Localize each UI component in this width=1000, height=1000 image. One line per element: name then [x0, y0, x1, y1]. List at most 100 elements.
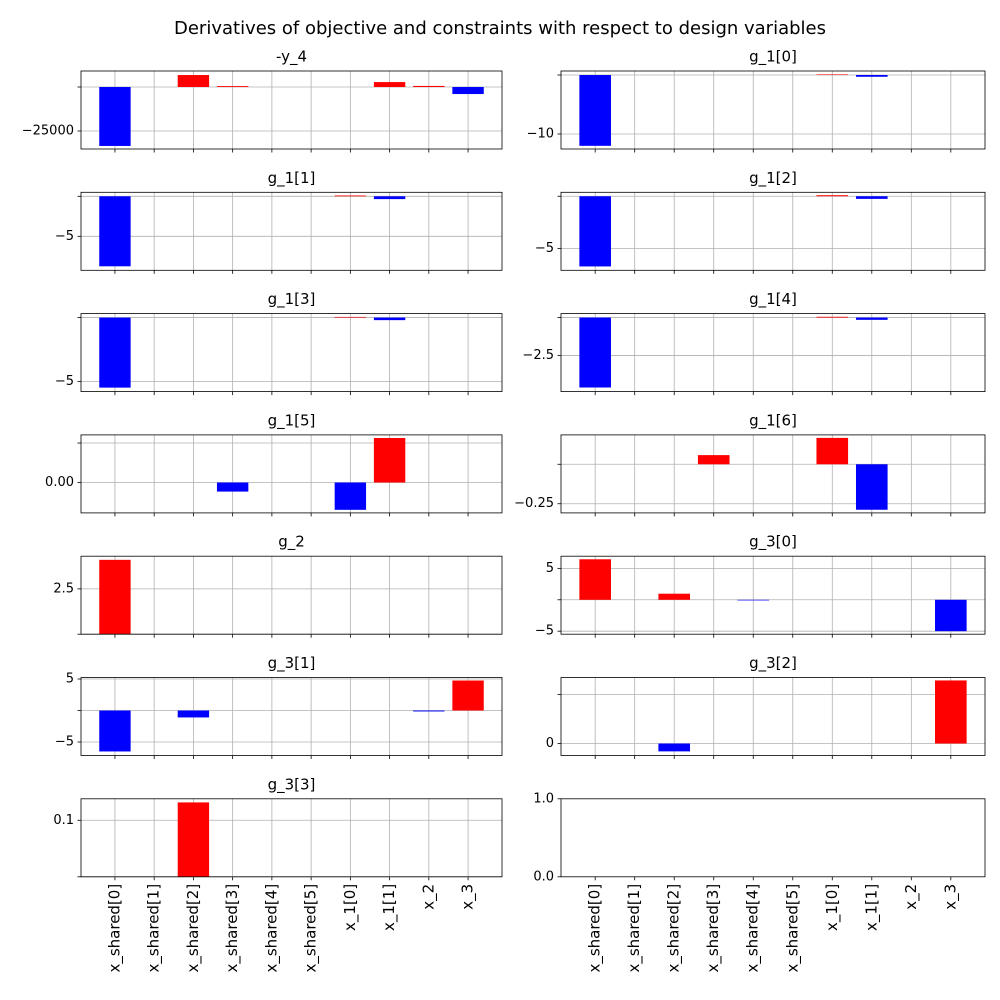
bar	[579, 196, 611, 267]
bar	[855, 196, 888, 199]
subplot-title: g_1[3]	[268, 290, 316, 309]
y-tick-label: 0.00	[45, 475, 74, 490]
bar	[413, 710, 445, 712]
y-tick-label: −10	[527, 127, 554, 142]
x-tick-label: x_shared[5]	[783, 884, 802, 973]
y-tick-label: 1.0	[533, 791, 554, 806]
axes-frame	[560, 434, 986, 514]
subplot: g_2 2.5	[53, 533, 503, 638]
figure-title: Derivatives of objective and constraints…	[174, 18, 826, 39]
bar	[177, 710, 210, 718]
bar	[177, 75, 210, 87]
bar	[658, 743, 691, 752]
bar	[816, 316, 849, 318]
bar	[99, 196, 131, 267]
x-tick-label: x_2	[902, 884, 921, 910]
bar	[334, 482, 367, 510]
y-tick-label: 0	[546, 736, 554, 751]
subplot: g_1[0] −10	[527, 48, 986, 153]
subplot-title: g_1[2]	[749, 169, 797, 188]
x-tick-label: x_1[0]	[823, 884, 842, 931]
bar	[855, 317, 888, 320]
bar	[216, 86, 249, 87]
x-tick-label: x_shared[3]	[223, 884, 242, 973]
x-tick-label: x_shared[3]	[704, 884, 723, 973]
x-tick-label: x_1[0]	[341, 884, 360, 931]
axes-frame	[80, 70, 503, 150]
bar	[452, 680, 484, 711]
x-tick-label: x_shared[1]	[145, 884, 164, 973]
y-tick-label: −2.5	[522, 348, 554, 363]
x-tick-label: x_2	[419, 884, 438, 910]
axes-frame	[80, 555, 503, 635]
bar	[373, 437, 406, 483]
bar	[452, 86, 484, 95]
axes-frame	[560, 677, 986, 756]
x-tick-label: x_shared[5]	[302, 884, 321, 973]
y-tick-label: 5	[546, 561, 554, 576]
bar	[935, 680, 967, 744]
bar	[579, 559, 611, 600]
subplot-title: g_3[0]	[749, 533, 797, 552]
bar	[697, 455, 730, 465]
axes-frame	[560, 555, 986, 635]
bar	[935, 599, 967, 632]
subplot: g_1[3] −5	[55, 290, 503, 396]
bar	[816, 195, 849, 197]
subplot: g_3[1] 5 −5	[55, 654, 503, 759]
y-tick-label: −5	[55, 374, 74, 389]
bar	[373, 196, 406, 200]
x-tick-label: x_3	[459, 884, 478, 910]
bar	[373, 82, 406, 87]
bar	[816, 74, 849, 76]
axes-frame	[80, 677, 503, 756]
y-tick-label: 5	[66, 672, 74, 687]
subplot: g_1[5] 0.00	[45, 411, 503, 517]
y-tick-label: 0.0	[533, 869, 554, 884]
subplot-title: g_3[2]	[749, 654, 797, 673]
axes-frame	[560, 70, 986, 150]
y-tick-label: −25000	[22, 124, 74, 139]
y-tick-label: −5	[55, 229, 74, 244]
bar	[855, 75, 888, 77]
y-tick-label: −5	[55, 735, 74, 750]
subplot: g_1[6] −0.25	[514, 411, 986, 517]
axes-frame	[560, 191, 986, 271]
bar	[99, 710, 131, 752]
bar	[99, 86, 131, 146]
subplot: -y_4 −25000	[22, 48, 503, 153]
subplot-title: -y_4	[276, 48, 307, 67]
subplot-title: g_3[1]	[268, 654, 316, 673]
x-tick-label: x_shared[4]	[262, 884, 281, 973]
y-tick-label: −5	[535, 624, 554, 639]
subplot: g_1[4] −2.5	[522, 290, 986, 396]
y-tick-label: −0.25	[514, 496, 554, 511]
subplot-title: g_1[4]	[749, 290, 797, 309]
x-tick-label: x_shared[2]	[184, 884, 203, 973]
bar	[99, 559, 131, 635]
bar	[216, 482, 249, 492]
subplot-title: g_1[5]	[268, 411, 316, 430]
subplot: g_3[0] 5 −5	[535, 533, 986, 639]
x-tick-label: x_1[1]	[862, 884, 881, 931]
y-tick-label: −5	[535, 241, 554, 256]
bar	[99, 317, 131, 388]
x-tick-label: x_1[1]	[380, 884, 399, 931]
subplot-title: g_2	[278, 533, 305, 552]
axes-frame	[80, 191, 503, 271]
axes-frame	[80, 798, 503, 878]
bar	[579, 75, 611, 146]
bar	[177, 802, 210, 877]
subplot: g_1[1] −5	[55, 169, 503, 274]
y-tick-label: 0.1	[53, 813, 74, 828]
subplot-title: g_1[1]	[268, 169, 316, 188]
subplot-title: g_1[0]	[749, 48, 797, 67]
subplot: g_3[2] 0	[546, 654, 986, 759]
bar	[413, 85, 445, 87]
axes-frame	[560, 798, 986, 878]
x-tick-label: x_shared[0]	[586, 884, 605, 973]
x-tick-label: x_3	[941, 884, 960, 910]
subplot: x_shared[0] x_shared[1] x_shared[2] x_share…	[533, 791, 986, 973]
